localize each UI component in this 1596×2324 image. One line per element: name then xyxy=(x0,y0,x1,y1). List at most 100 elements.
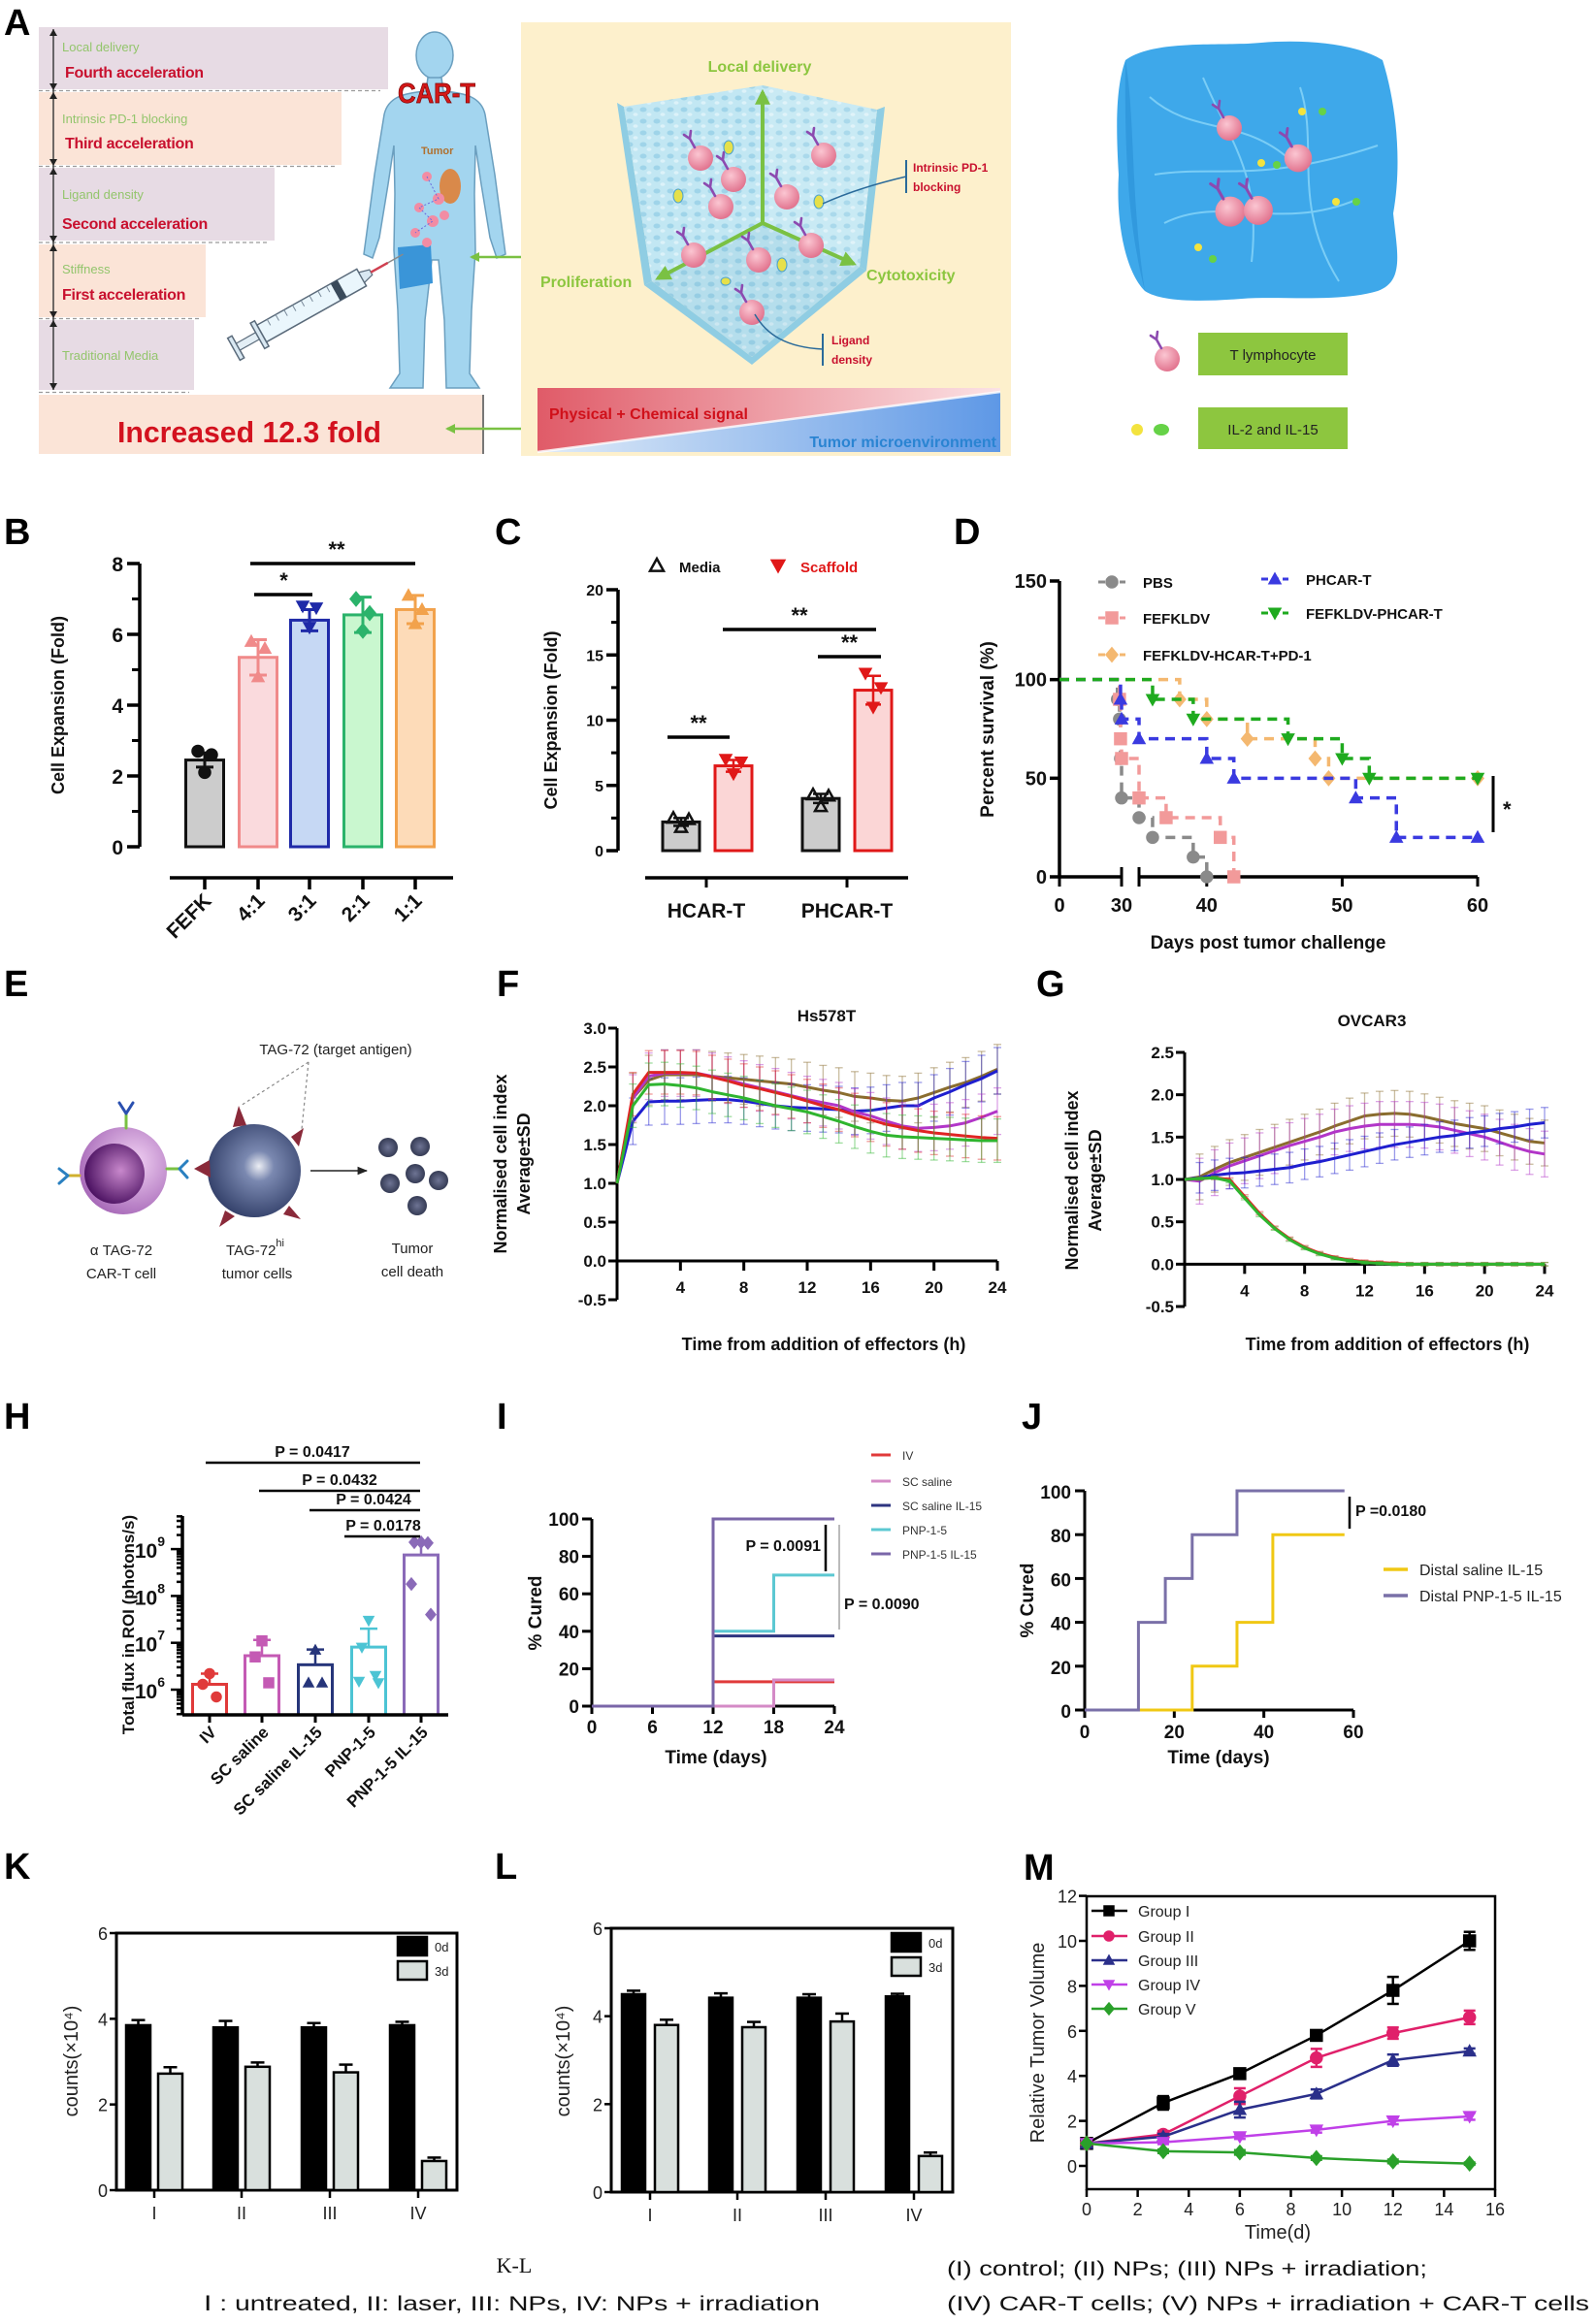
x-axis-label: Days post tumor challenge xyxy=(1151,933,1386,953)
survival-curve xyxy=(1059,677,1209,877)
data-point xyxy=(1132,811,1146,824)
data-point xyxy=(1226,770,1241,784)
data-point xyxy=(1240,730,1254,748)
y-tick-label: 50 xyxy=(1026,768,1047,790)
data-point xyxy=(362,1615,375,1628)
data-point xyxy=(352,1676,366,1689)
y-tick-label: 4 xyxy=(1067,2067,1077,2086)
series-line xyxy=(1086,1939,1471,2145)
y-tick-label: 4 xyxy=(98,2010,108,2029)
legend-marker xyxy=(1105,611,1119,625)
y-tick-label: 0 xyxy=(1067,2157,1077,2177)
x-tick-label: 6 xyxy=(1235,2200,1245,2219)
legend-swatch xyxy=(890,1955,923,1978)
p-value-label: P = 0.0091 xyxy=(745,1538,821,1555)
y-tick-label: 2.0 xyxy=(583,1097,606,1115)
tick-exponent: 7 xyxy=(157,1628,165,1643)
y-tick-label: 6 xyxy=(112,625,123,647)
bar xyxy=(853,689,894,853)
data-point xyxy=(1462,2044,1477,2057)
x-axis-label: Time (days) xyxy=(665,1748,766,1768)
x-tick-label: HCAR-T xyxy=(668,900,746,922)
data-point xyxy=(1146,830,1159,845)
x-tick-label: 20 xyxy=(1164,1723,1185,1743)
x-tick-label: 30 xyxy=(1111,895,1132,917)
legend-item: SC saline xyxy=(871,1475,953,1489)
cured-curve xyxy=(1085,1489,1345,1712)
legend-box xyxy=(1198,333,1348,375)
y-tick-label: 2 xyxy=(98,2096,108,2115)
legend-label: Media xyxy=(679,560,721,576)
legend-label: Distal PNP-1-5 IL-15 xyxy=(1419,1589,1562,1605)
y-tick-label: 0 xyxy=(112,837,123,859)
data-point xyxy=(295,600,310,614)
data-point xyxy=(1156,2096,1170,2110)
y-tick-label: 80 xyxy=(559,1548,579,1568)
bar xyxy=(917,2154,944,2194)
x-tick-label: 8 xyxy=(1300,1281,1309,1300)
legend-label: Scaffold xyxy=(800,560,858,576)
data-point xyxy=(302,1676,315,1688)
data-point xyxy=(1462,2011,1477,2024)
x-tick-label: 16 xyxy=(1416,1281,1434,1300)
y-tick-label: 80 xyxy=(1051,1527,1071,1547)
y-tick-label: -0.5 xyxy=(578,1291,606,1309)
significance-label: * xyxy=(1503,797,1512,822)
callout-ligand-line1: Ligand xyxy=(831,334,869,347)
legend-label: 3d xyxy=(928,1960,942,1975)
bar xyxy=(420,2159,448,2192)
series-line xyxy=(615,1082,997,1184)
data-point xyxy=(422,1535,434,1550)
data-point xyxy=(315,1676,329,1688)
legend-label: PNP-1-5 xyxy=(902,1524,947,1537)
y-tick-label: 20 xyxy=(1051,1659,1071,1679)
data-point xyxy=(1232,2131,1248,2145)
y-tick-label: 10 xyxy=(1058,1932,1077,1952)
y-axis-label: Percent survival (%) xyxy=(978,641,998,818)
data-point xyxy=(1114,711,1129,725)
legend-marker xyxy=(1103,1905,1115,1917)
data-point xyxy=(363,604,376,622)
bar xyxy=(212,2025,240,2192)
y-tick-label: 106 xyxy=(135,1674,165,1703)
stack-row-fourth xyxy=(39,27,388,89)
il15-dot-icon xyxy=(1154,424,1169,436)
x-tick-label: 8 xyxy=(739,1278,748,1297)
data-point xyxy=(1462,1934,1477,1948)
legend-item: Media xyxy=(647,556,721,576)
x-tick-label: 24 xyxy=(1536,1281,1554,1300)
result-label: Increased 12.3 fold xyxy=(117,415,381,449)
human-body-icon xyxy=(363,31,506,389)
legend-t-lymphocyte: T lymphocyte xyxy=(1149,330,1348,375)
panel-label-l: L xyxy=(495,1847,517,1888)
data-point xyxy=(244,633,259,647)
data-point xyxy=(1385,2152,1400,2170)
x-tick-label: 60 xyxy=(1343,1723,1363,1743)
y-tick-label: 8 xyxy=(1067,1977,1077,1996)
data-point xyxy=(372,1678,385,1690)
data-point xyxy=(1156,2143,1170,2160)
legend-item: PBS xyxy=(1098,575,1173,592)
car-t-title: CAR-T xyxy=(398,79,475,110)
stack-feature-label: Stiffness xyxy=(62,262,111,276)
legend-item: PHCAR-T xyxy=(1261,571,1372,589)
tick-exponent: 9 xyxy=(157,1533,165,1549)
x-tick-label: I xyxy=(151,2204,156,2223)
cell-index-series xyxy=(615,1044,1001,1184)
stack-row-first xyxy=(39,244,206,317)
p-value-label: P = 0.0090 xyxy=(844,1597,920,1613)
bar xyxy=(796,1996,823,2194)
y-axis-label: % Cured xyxy=(1018,1563,1038,1637)
x-tick-label: 0 xyxy=(1082,2200,1091,2219)
panel-label-a: A xyxy=(4,3,30,44)
plot-frame xyxy=(114,1931,459,2192)
survival-series xyxy=(1059,677,1485,843)
data-point xyxy=(1200,870,1214,884)
legend-item: FEFKLDV-HCAR-T+PD-1 xyxy=(1098,646,1312,664)
legend-marker xyxy=(1105,646,1119,663)
x-tick-label: III xyxy=(322,2204,337,2223)
legend-label: FEFKLDV xyxy=(1143,611,1210,628)
y-tick-label: 0.0 xyxy=(1151,1255,1174,1274)
tumor-cell-icon xyxy=(194,1106,304,1227)
bar xyxy=(244,2065,272,2192)
